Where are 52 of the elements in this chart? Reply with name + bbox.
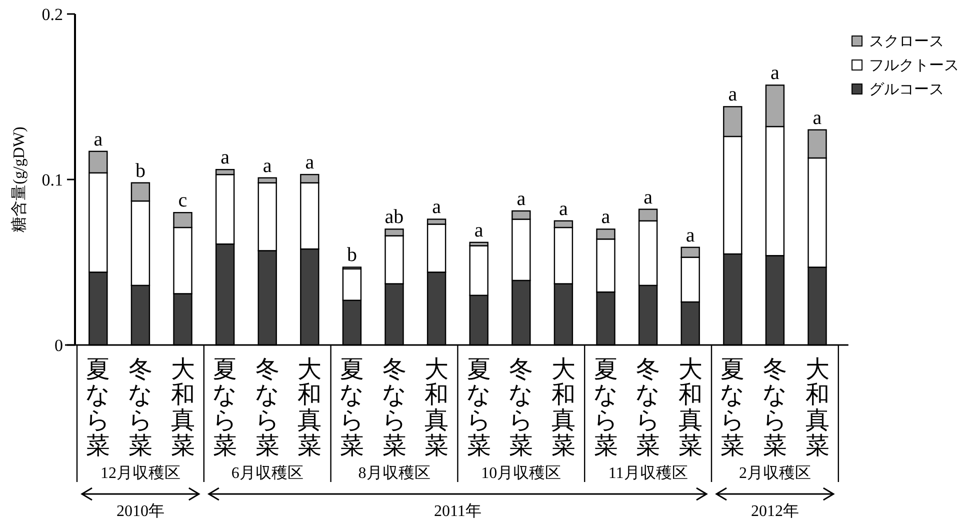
text: 11月収穫区 [608, 464, 688, 482]
annotation: c [178, 190, 188, 212]
annotation: b [346, 244, 357, 266]
annotation: ab [384, 206, 404, 228]
text: 2010年 [116, 503, 164, 520]
x-tick-label: 大和真菜 [678, 357, 702, 460]
text: 2012年 [750, 503, 799, 520]
x-tick-label: 大和真菜 [424, 357, 449, 460]
x-tick-label: 夏なら菜 [339, 357, 364, 460]
x-tick-label: 冬なら菜 [128, 357, 153, 460]
annotation: a [559, 198, 568, 220]
x-tick-label: 冬なら菜 [254, 357, 280, 460]
annotation: a [305, 152, 314, 174]
text: 10月収穫区 [481, 464, 562, 482]
annotation: a [601, 206, 610, 228]
x-tick-label: 冬なら菜 [762, 357, 788, 460]
annotation: a [432, 196, 442, 218]
annotation: b [135, 160, 146, 182]
x-tick-label: 大和真菜 [298, 357, 322, 460]
text: 8月収穫区 [358, 464, 430, 482]
x-tick-label: 冬なら菜 [382, 357, 407, 460]
text: 2011年 [434, 503, 482, 520]
x-tick-label: 大和真菜 [805, 357, 830, 460]
y-tick-label: 0 [54, 336, 63, 355]
legend-label: フルクトース [869, 58, 959, 74]
annotation: a [686, 224, 695, 246]
annotation: a [262, 154, 272, 177]
x-tick-label: 大和真菜 [170, 357, 195, 460]
annotation: a [728, 84, 738, 106]
y-tick-label: 0.1 [42, 170, 63, 190]
annotation: a [474, 219, 484, 242]
annotation: a [220, 146, 230, 169]
x-tick-label: 大和真菜 [551, 357, 576, 460]
annotation: a [94, 128, 103, 150]
x-tick-label: 夏なら菜 [212, 357, 238, 460]
annotation: a [644, 186, 653, 208]
x-tick-label: 冬なら菜 [636, 357, 661, 460]
annotation: a [770, 62, 780, 84]
y-tick-label: 0.2 [42, 5, 63, 24]
text: 12月収穫区 [100, 464, 180, 482]
x-tick-label: 夏なら菜 [466, 357, 492, 460]
x-tick-label: 夏なら菜 [86, 357, 111, 460]
annotation: a [812, 106, 822, 129]
text: 2月収穫区 [738, 464, 811, 482]
x-tick-label: 冬なら菜 [508, 357, 534, 460]
legend-label: グルコース [869, 82, 944, 98]
text: 6月収穫区 [231, 464, 304, 482]
annotation: a [516, 188, 526, 210]
x-tick-label: 夏なら菜 [720, 357, 746, 460]
y-axis-title: 糖含量(g/gDW) [10, 126, 28, 232]
x-tick-label: 夏なら菜 [593, 357, 618, 460]
legend-label: スクロース [869, 34, 944, 50]
